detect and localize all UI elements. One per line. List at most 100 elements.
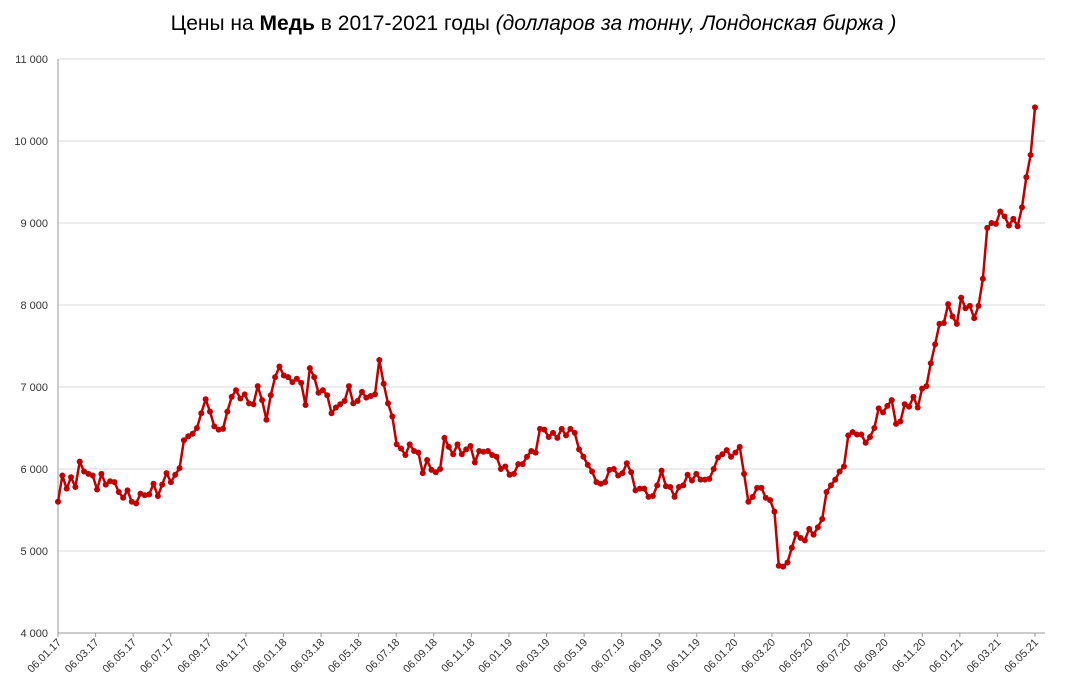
data-point [1018, 204, 1025, 211]
x-tick-label: 06.03.18 [288, 637, 327, 676]
x-tick-label: 06.05.18 [326, 637, 365, 676]
data-point [328, 410, 335, 417]
x-tick-label: 06.01.20 [702, 637, 741, 676]
data-point [98, 470, 105, 477]
data-point [358, 388, 365, 395]
x-tick-label: 06.11.17 [214, 637, 252, 675]
data-point [233, 387, 240, 394]
data-point [580, 453, 587, 460]
price-series [55, 104, 1038, 570]
x-tick-label: 06.01.17 [25, 637, 64, 676]
x-tick-label: 06.01.18 [251, 637, 290, 676]
data-point [133, 500, 140, 507]
data-point [771, 508, 778, 515]
x-tick-label: 06.09.17 [176, 637, 215, 676]
data-point [398, 445, 405, 452]
data-point [719, 451, 726, 458]
data-point [454, 441, 461, 448]
data-point [371, 391, 378, 398]
data-point [276, 363, 283, 370]
data-point [59, 472, 66, 479]
data-point [658, 467, 665, 474]
data-point [997, 208, 1004, 215]
data-point [654, 482, 661, 489]
data-point [736, 443, 743, 450]
data-point [840, 463, 847, 470]
x-tick-label: 06.03.17 [63, 637, 102, 676]
data-point [923, 383, 930, 390]
data-point [992, 220, 999, 227]
data-point [510, 470, 517, 477]
data-point [749, 493, 756, 500]
data-point [89, 472, 96, 479]
data-point [628, 469, 635, 476]
data-point [636, 485, 643, 492]
data-point [576, 446, 583, 453]
data-point [715, 454, 722, 461]
data-point [424, 456, 431, 463]
data-point [493, 453, 500, 460]
x-tick-label: 06.03.21 [965, 637, 1004, 676]
data-point [814, 524, 821, 531]
data-point [758, 484, 765, 491]
data-point [949, 313, 956, 320]
data-point [832, 476, 839, 483]
data-point [115, 488, 122, 495]
data-point [1032, 104, 1038, 111]
data-point [958, 294, 965, 301]
data-point [858, 431, 865, 438]
data-point [940, 320, 947, 327]
data-point [519, 461, 526, 468]
data-point [172, 471, 179, 478]
data-point [875, 405, 882, 412]
data-point [1001, 213, 1008, 220]
data-point [224, 408, 231, 415]
x-tick-label: 06.11.19 [665, 637, 703, 675]
data-point [159, 481, 166, 488]
data-point [463, 446, 470, 453]
data-point [1010, 215, 1017, 222]
y-tick-label: 11 000 [15, 54, 48, 66]
data-point [471, 459, 478, 466]
data-point [567, 425, 574, 432]
data-point [619, 470, 626, 477]
data-point [250, 401, 257, 408]
data-point [910, 393, 917, 400]
data-point [697, 476, 704, 483]
data-point [906, 403, 913, 410]
data-point [228, 393, 235, 400]
data-point [541, 426, 548, 433]
data-point [667, 484, 674, 491]
data-point [754, 484, 761, 491]
data-point [254, 383, 261, 390]
data-point [306, 365, 313, 372]
data-point [341, 397, 348, 404]
data-point [571, 429, 578, 436]
data-point [767, 497, 774, 504]
data-point [198, 410, 205, 417]
gridlines [58, 58, 1045, 552]
series-line [56, 107, 1037, 568]
data-point [927, 360, 934, 367]
data-point [337, 401, 344, 408]
data-point [723, 447, 730, 454]
data-point [602, 479, 609, 486]
data-point [445, 443, 452, 450]
data-point [385, 400, 392, 407]
data-point [458, 451, 465, 458]
y-axis-tick-labels: 4 000 5 000 6 000 7 000 8 000 9 000 10 000 11 0… [14, 54, 48, 640]
x-tick-label: 06.07.19 [589, 637, 628, 676]
data-point [193, 425, 200, 431]
data-point [380, 380, 387, 387]
data-point [671, 493, 678, 500]
data-point [241, 391, 248, 398]
data-point [649, 493, 656, 500]
x-tick-label: 06.07.20 [814, 637, 853, 676]
axes [57, 59, 1045, 637]
data-point [901, 401, 908, 408]
data-point [467, 443, 474, 450]
data-point [167, 479, 174, 486]
x-tick-label: 06.01.19 [476, 637, 515, 676]
data-point [971, 315, 978, 322]
